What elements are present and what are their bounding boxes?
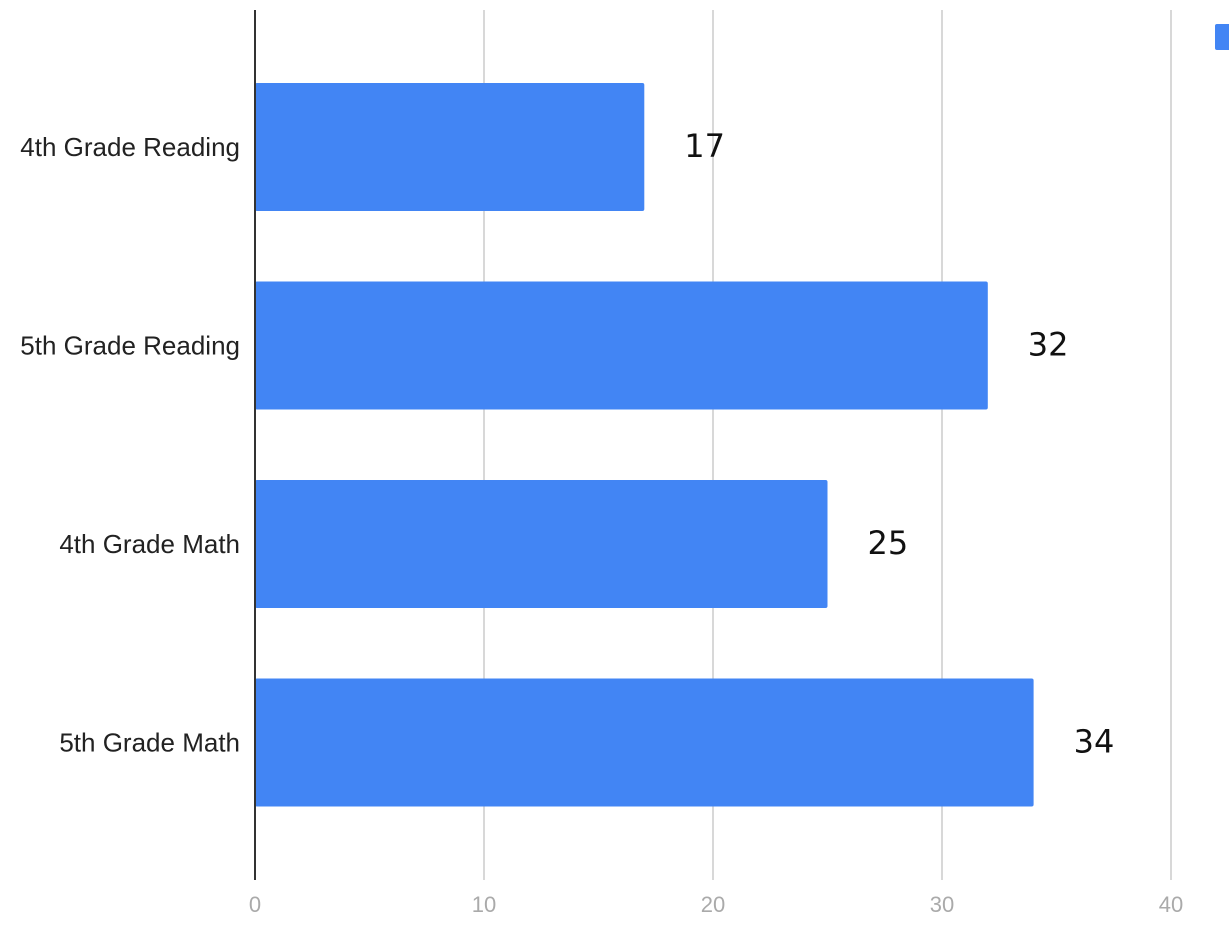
data-label: 32 <box>1028 326 1069 364</box>
x-tick-label: 20 <box>701 892 725 917</box>
data-label: 17 <box>684 127 725 165</box>
bar <box>255 83 645 211</box>
bar <box>255 480 828 608</box>
data-label: 34 <box>1074 723 1115 761</box>
bar <box>255 281 988 410</box>
category-labels: 4th Grade Reading 5th Grade Reading 4th Gr… <box>20 132 240 758</box>
category-label: 5th Grade Reading <box>20 331 240 361</box>
x-tick-label: 0 <box>249 892 261 917</box>
category-label: 4th Grade Math <box>59 529 240 559</box>
x-tick-labels: 0 10 20 30 40 <box>249 892 1183 917</box>
data-labels: 17 32 25 34 <box>684 127 1114 761</box>
x-tick-label: 30 <box>930 892 954 917</box>
x-tick-label: 10 <box>472 892 496 917</box>
x-tick-label: 40 <box>1159 892 1183 917</box>
category-label: 5th Grade Math <box>59 728 240 758</box>
bars <box>255 83 1034 807</box>
category-label: 4th Grade Reading <box>20 132 240 162</box>
data-label: 25 <box>868 524 909 562</box>
legend-swatch <box>1215 24 1229 50</box>
bar <box>255 678 1034 807</box>
